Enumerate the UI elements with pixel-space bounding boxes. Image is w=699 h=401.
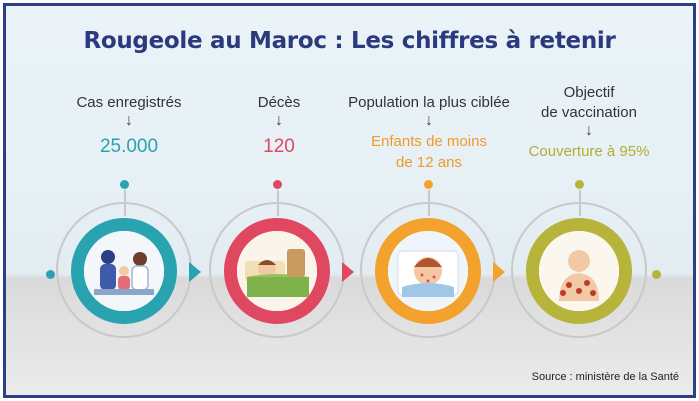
stat-value: Couverture à 95% <box>528 143 650 160</box>
stat-label: Cas enregistrés <box>76 94 182 111</box>
pointer-arrow <box>189 262 201 282</box>
edge-dot <box>652 270 661 279</box>
connector-dot <box>273 180 282 189</box>
stat-circle-deaths <box>224 218 330 324</box>
infographic-frame: Rougeole au Maroc : Les chiffres à reten… <box>3 3 696 398</box>
connector-dot <box>575 180 584 189</box>
down-arrow-icon: ↓ <box>125 112 133 129</box>
stat-circle-target-population <box>375 218 481 324</box>
stat-label: Population la plus ciblée <box>348 94 510 111</box>
stat-vaccination-goal: Objectif de vaccination ↓ Couverture à 9… <box>504 83 674 162</box>
source-credit: Source : ministère de la Santé <box>531 371 679 383</box>
family-consultation-icon <box>84 231 164 311</box>
stat-label-line1: Objectif <box>563 84 615 101</box>
virus-back-icon <box>539 231 619 311</box>
stat-value: 120 <box>263 136 295 157</box>
stat-circle-cases <box>71 218 177 324</box>
stat-circle-vaccination-goal <box>526 218 632 324</box>
stat-deaths: Décès ↓ 120 <box>194 93 364 159</box>
child-with-rash-icon <box>388 231 468 311</box>
stat-label-line2: de vaccination <box>541 104 637 121</box>
pointer-arrow <box>493 262 505 282</box>
page-title: Rougeole au Maroc : Les chiffres à reten… <box>83 28 616 54</box>
outer-ring <box>511 202 647 338</box>
pointer-arrow <box>342 262 354 282</box>
edge-dot <box>46 270 55 279</box>
down-arrow-icon: ↓ <box>585 122 593 139</box>
stat-target-population: Population la plus ciblée ↓ Enfants de m… <box>329 93 529 173</box>
connector-dot <box>424 180 433 189</box>
connector-dot <box>120 180 129 189</box>
stat-value: 25.000 <box>99 136 159 157</box>
stat-label: Décès <box>257 94 301 111</box>
stat-value-line2: de 12 ans <box>396 154 462 171</box>
stat-cases: Cas enregistrés ↓ 25.000 <box>44 93 214 159</box>
down-arrow-icon: ↓ <box>425 112 433 129</box>
stat-value-line1: Enfants de moins <box>371 133 487 150</box>
down-arrow-icon: ↓ <box>275 112 283 129</box>
sick-child-in-bed-icon <box>237 231 317 311</box>
